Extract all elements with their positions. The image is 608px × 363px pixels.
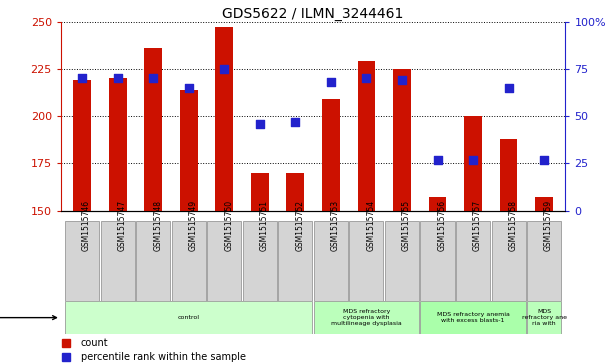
Point: [503, 85, 513, 91]
Bar: [421, 221, 455, 301]
Text: GSM1515759: GSM1515759: [544, 200, 553, 251]
Point: [291, 119, 300, 125]
Point: [77, 76, 87, 81]
Bar: [251, 173, 269, 211]
Bar: [314, 221, 348, 301]
Bar: [385, 221, 419, 301]
Text: disease state: disease state: [0, 313, 57, 323]
Point: [433, 157, 443, 163]
Text: GSM1515755: GSM1515755: [402, 200, 411, 251]
Bar: [500, 139, 517, 211]
Text: GSM1515757: GSM1515757: [473, 200, 482, 251]
Text: control: control: [178, 315, 200, 320]
Text: GSM1515750: GSM1515750: [224, 200, 233, 251]
Bar: [278, 221, 313, 301]
Bar: [358, 61, 375, 211]
Bar: [535, 197, 553, 211]
Text: GSM1515751: GSM1515751: [260, 200, 269, 251]
Bar: [136, 221, 170, 301]
Bar: [109, 78, 126, 211]
Text: GSM1515749: GSM1515749: [188, 200, 198, 251]
Point: [397, 77, 407, 83]
Bar: [215, 28, 233, 211]
Point: [326, 79, 336, 85]
Bar: [464, 116, 482, 211]
Bar: [527, 301, 561, 334]
Bar: [65, 221, 99, 301]
Bar: [286, 173, 304, 211]
Text: percentile rank within the sample: percentile rank within the sample: [81, 352, 246, 362]
Text: MDS refractory
cytopenia with
multilineage dysplasia: MDS refractory cytopenia with multilinea…: [331, 309, 402, 326]
Point: [219, 66, 229, 72]
Point: [255, 121, 264, 127]
Bar: [73, 80, 91, 211]
Text: GSM1515748: GSM1515748: [153, 200, 162, 251]
Point: [184, 85, 193, 91]
Text: GSM1515756: GSM1515756: [438, 200, 446, 251]
Point: [148, 76, 158, 81]
Text: count: count: [81, 338, 109, 348]
Point: [113, 76, 123, 81]
Text: MDS
refractory ane
ria with: MDS refractory ane ria with: [522, 309, 567, 326]
Bar: [393, 69, 411, 211]
Bar: [207, 221, 241, 301]
Bar: [100, 221, 135, 301]
Text: GSM1515758: GSM1515758: [508, 200, 517, 251]
Bar: [314, 301, 419, 334]
Bar: [429, 197, 446, 211]
Point: [468, 157, 478, 163]
Text: GSM1515752: GSM1515752: [295, 200, 305, 251]
Bar: [421, 301, 526, 334]
Text: MDS refractory anemia
with excess blasts-1: MDS refractory anemia with excess blasts…: [437, 312, 510, 323]
Bar: [322, 99, 340, 211]
Text: GSM1515746: GSM1515746: [82, 200, 91, 251]
Title: GDS5622 / ILMN_3244461: GDS5622 / ILMN_3244461: [223, 7, 404, 21]
Bar: [491, 221, 526, 301]
Bar: [144, 48, 162, 211]
Bar: [65, 301, 313, 334]
Bar: [180, 90, 198, 211]
Bar: [456, 221, 490, 301]
Point: [362, 76, 371, 81]
Bar: [527, 221, 561, 301]
Bar: [350, 221, 384, 301]
Bar: [171, 221, 206, 301]
Bar: [243, 221, 277, 301]
Text: GSM1515747: GSM1515747: [118, 200, 126, 251]
Text: GSM1515753: GSM1515753: [331, 200, 340, 251]
Text: GSM1515754: GSM1515754: [367, 200, 375, 251]
Point: [539, 157, 549, 163]
